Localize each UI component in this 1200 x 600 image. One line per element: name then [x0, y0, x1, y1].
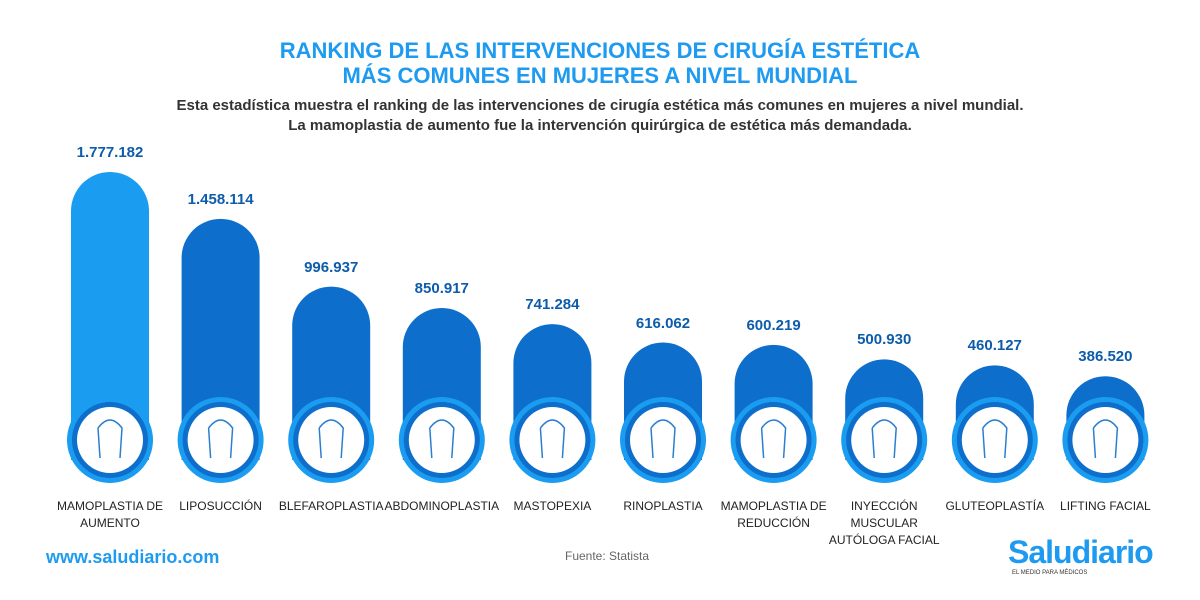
- icon: [429, 419, 455, 459]
- value-label: 850.917: [414, 280, 469, 298]
- bar: [181, 218, 260, 460]
- bar: [71, 172, 149, 460]
- icon-background: [1072, 407, 1139, 473]
- icon: [1092, 419, 1119, 459]
- website[interactable]: www.saludiario.com: [46, 547, 220, 567]
- category-label: LIPOSUCCIÓN: [179, 499, 262, 513]
- icon: [650, 419, 676, 459]
- category-label: MASTOPEXIA: [513, 499, 592, 513]
- value-label: 741.284: [525, 296, 580, 314]
- icon-background: [298, 407, 365, 473]
- icon: [760, 419, 787, 459]
- category-label: MAMOPLASTIA DE AUMENTO: [56, 499, 164, 530]
- category-label: ABDOMINOPLASTIA: [384, 499, 500, 513]
- logo: Saludiario: [1008, 534, 1154, 570]
- value-label: 1.458.114: [187, 190, 254, 208]
- category-label: INYECCIÓN MUSCULAR AUTÓLOGA FACIAL: [828, 499, 940, 547]
- value-label: 1.777.182: [76, 144, 144, 161]
- icon: [539, 419, 566, 459]
- category-label: LIFTING FACIAL: [1060, 499, 1151, 513]
- logo-tagline: EL MEDIO PARA MÉDICOS: [1012, 570, 1088, 576]
- value-label: 386.520: [1078, 348, 1133, 366]
- icon: [318, 419, 344, 459]
- icon-background: [77, 407, 143, 473]
- category-label: BLEFAROPLASTIA: [278, 499, 384, 513]
- value-label: 996.937: [304, 258, 359, 276]
- icon: [871, 419, 897, 459]
- icon-background: [630, 407, 696, 473]
- icon: [982, 419, 1008, 459]
- icon-background: [740, 407, 807, 473]
- source: Fuente: Statista: [565, 549, 650, 563]
- value-label: 500.930: [857, 331, 912, 349]
- value-label: 600.219: [746, 316, 801, 334]
- category-label: GLUTEOPLASTÍA: [945, 499, 1045, 513]
- icon-background: [961, 407, 1028, 473]
- icon-background: [187, 407, 254, 473]
- icon: [97, 419, 123, 459]
- category-label: RINOPLASTIA: [623, 499, 703, 513]
- value-label: 460.127: [967, 337, 1022, 355]
- subtitle: La mamoplastia de aumento fue la interve…: [288, 117, 912, 134]
- icon: [207, 419, 234, 459]
- icon-background: [408, 407, 475, 473]
- icon-background: [851, 407, 918, 473]
- category-label: MAMOPLASTIA DE REDUCCIÓN: [720, 499, 827, 530]
- title: RANKING DE LAS INTERVENCIONES DE CIRUGÍA…: [279, 38, 921, 63]
- value-label: 616.062: [635, 314, 691, 332]
- title: MÁS COMUNES EN MUJERES A NIVEL MUNDIAL: [342, 63, 858, 88]
- icon-background: [519, 407, 586, 473]
- subtitle: Esta estadística muestra el ranking de l…: [176, 97, 1024, 114]
